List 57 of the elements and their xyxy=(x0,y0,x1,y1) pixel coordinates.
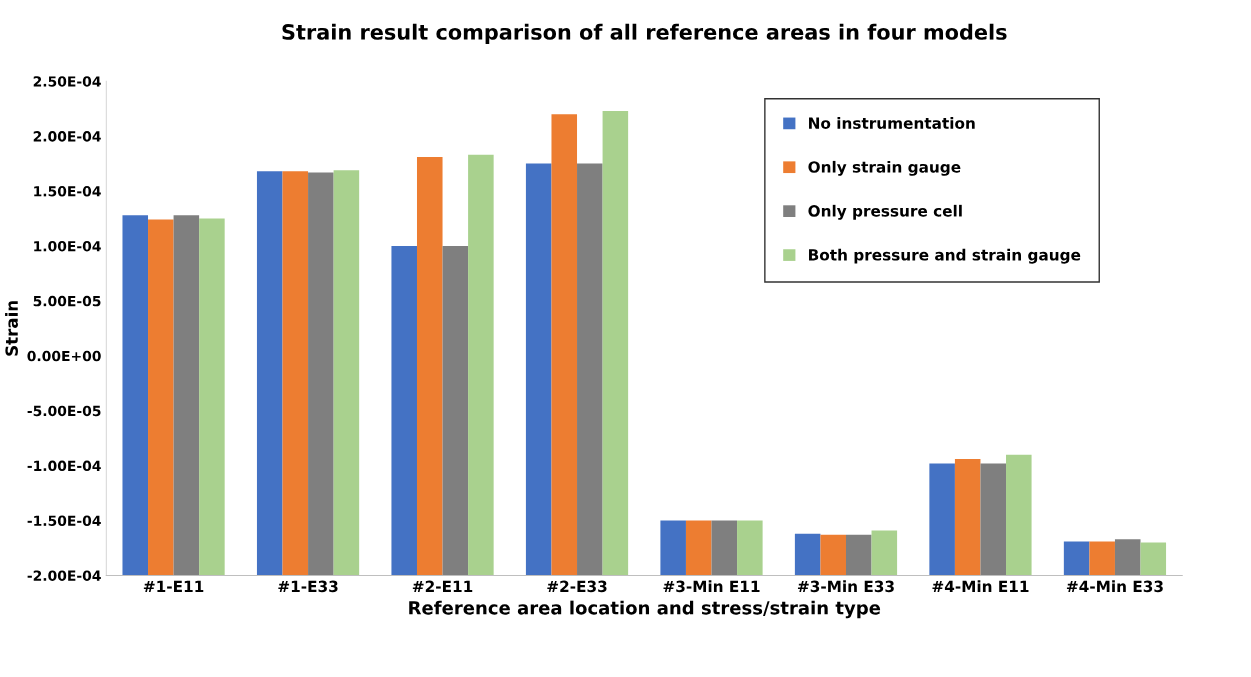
bar xyxy=(980,463,1007,576)
legend-label: No instrumentation xyxy=(809,117,975,129)
y-tick-label: 2.00E-04 xyxy=(33,131,101,142)
x-tick-label: #4-Min E33 xyxy=(1066,580,1163,593)
bar xyxy=(442,245,469,576)
bar xyxy=(737,520,763,576)
x-tick-label: #2-E11 xyxy=(412,580,473,592)
bar xyxy=(602,110,629,576)
bar xyxy=(122,215,149,576)
bar xyxy=(282,171,309,576)
bar xyxy=(333,170,360,576)
y-tick-label: -1.50E-04 xyxy=(27,515,101,527)
bar xyxy=(1140,542,1167,576)
bar xyxy=(929,463,955,576)
x-tick-label: #3-Min E33 xyxy=(797,580,894,593)
x-tick-label: #1-E11 xyxy=(143,580,204,592)
legend-label: Both pressure and strain gauge xyxy=(809,248,1081,264)
bar xyxy=(871,530,898,576)
x-axis-title: Reference area location and stress/strain type xyxy=(409,600,881,619)
bar xyxy=(199,218,225,576)
bar xyxy=(308,172,334,576)
bar xyxy=(660,520,686,576)
legend-label: Only pressure cell xyxy=(808,204,962,220)
chart-title: Strain result comparison of all reference areas in four models xyxy=(282,23,1007,44)
bar xyxy=(525,163,552,576)
bar xyxy=(173,215,200,576)
bar xyxy=(148,219,174,576)
y-tick-label: 1.00E-04 xyxy=(34,240,101,252)
bar xyxy=(794,533,821,576)
x-tick-label: #4-Min E11 xyxy=(932,580,1029,592)
y-tick-label: 2.50E-04 xyxy=(33,76,101,87)
bar xyxy=(577,163,603,576)
bar xyxy=(954,459,981,576)
bar xyxy=(416,157,443,576)
bar xyxy=(468,154,494,576)
bar xyxy=(1063,541,1090,576)
y-axis-title: Strain xyxy=(5,301,18,356)
bar xyxy=(256,171,283,576)
bar xyxy=(1114,539,1141,576)
y-tick-label: -2.00E-04 xyxy=(27,570,101,581)
y-tick-label: -1.00E-04 xyxy=(27,460,101,472)
bar xyxy=(1006,454,1032,576)
y-tick-label: -5.00E-05 xyxy=(27,405,101,417)
bar xyxy=(711,520,738,576)
legend-label: Only strain gauge xyxy=(808,160,961,176)
y-tick-label: 5.00E-05 xyxy=(33,295,101,307)
bar xyxy=(845,534,872,576)
y-tick-label: 1.50E-04 xyxy=(34,186,101,197)
x-tick-label: #3-Min E11 xyxy=(663,580,760,593)
bar xyxy=(1089,541,1115,576)
bar xyxy=(391,245,417,576)
bar xyxy=(685,520,712,576)
x-tick-label: #1-E33 xyxy=(278,580,338,593)
bar xyxy=(551,114,578,576)
y-tick-label: 0.00E+00 xyxy=(27,350,101,362)
bar xyxy=(820,534,846,576)
x-tick-label: #2-E33 xyxy=(547,580,607,593)
